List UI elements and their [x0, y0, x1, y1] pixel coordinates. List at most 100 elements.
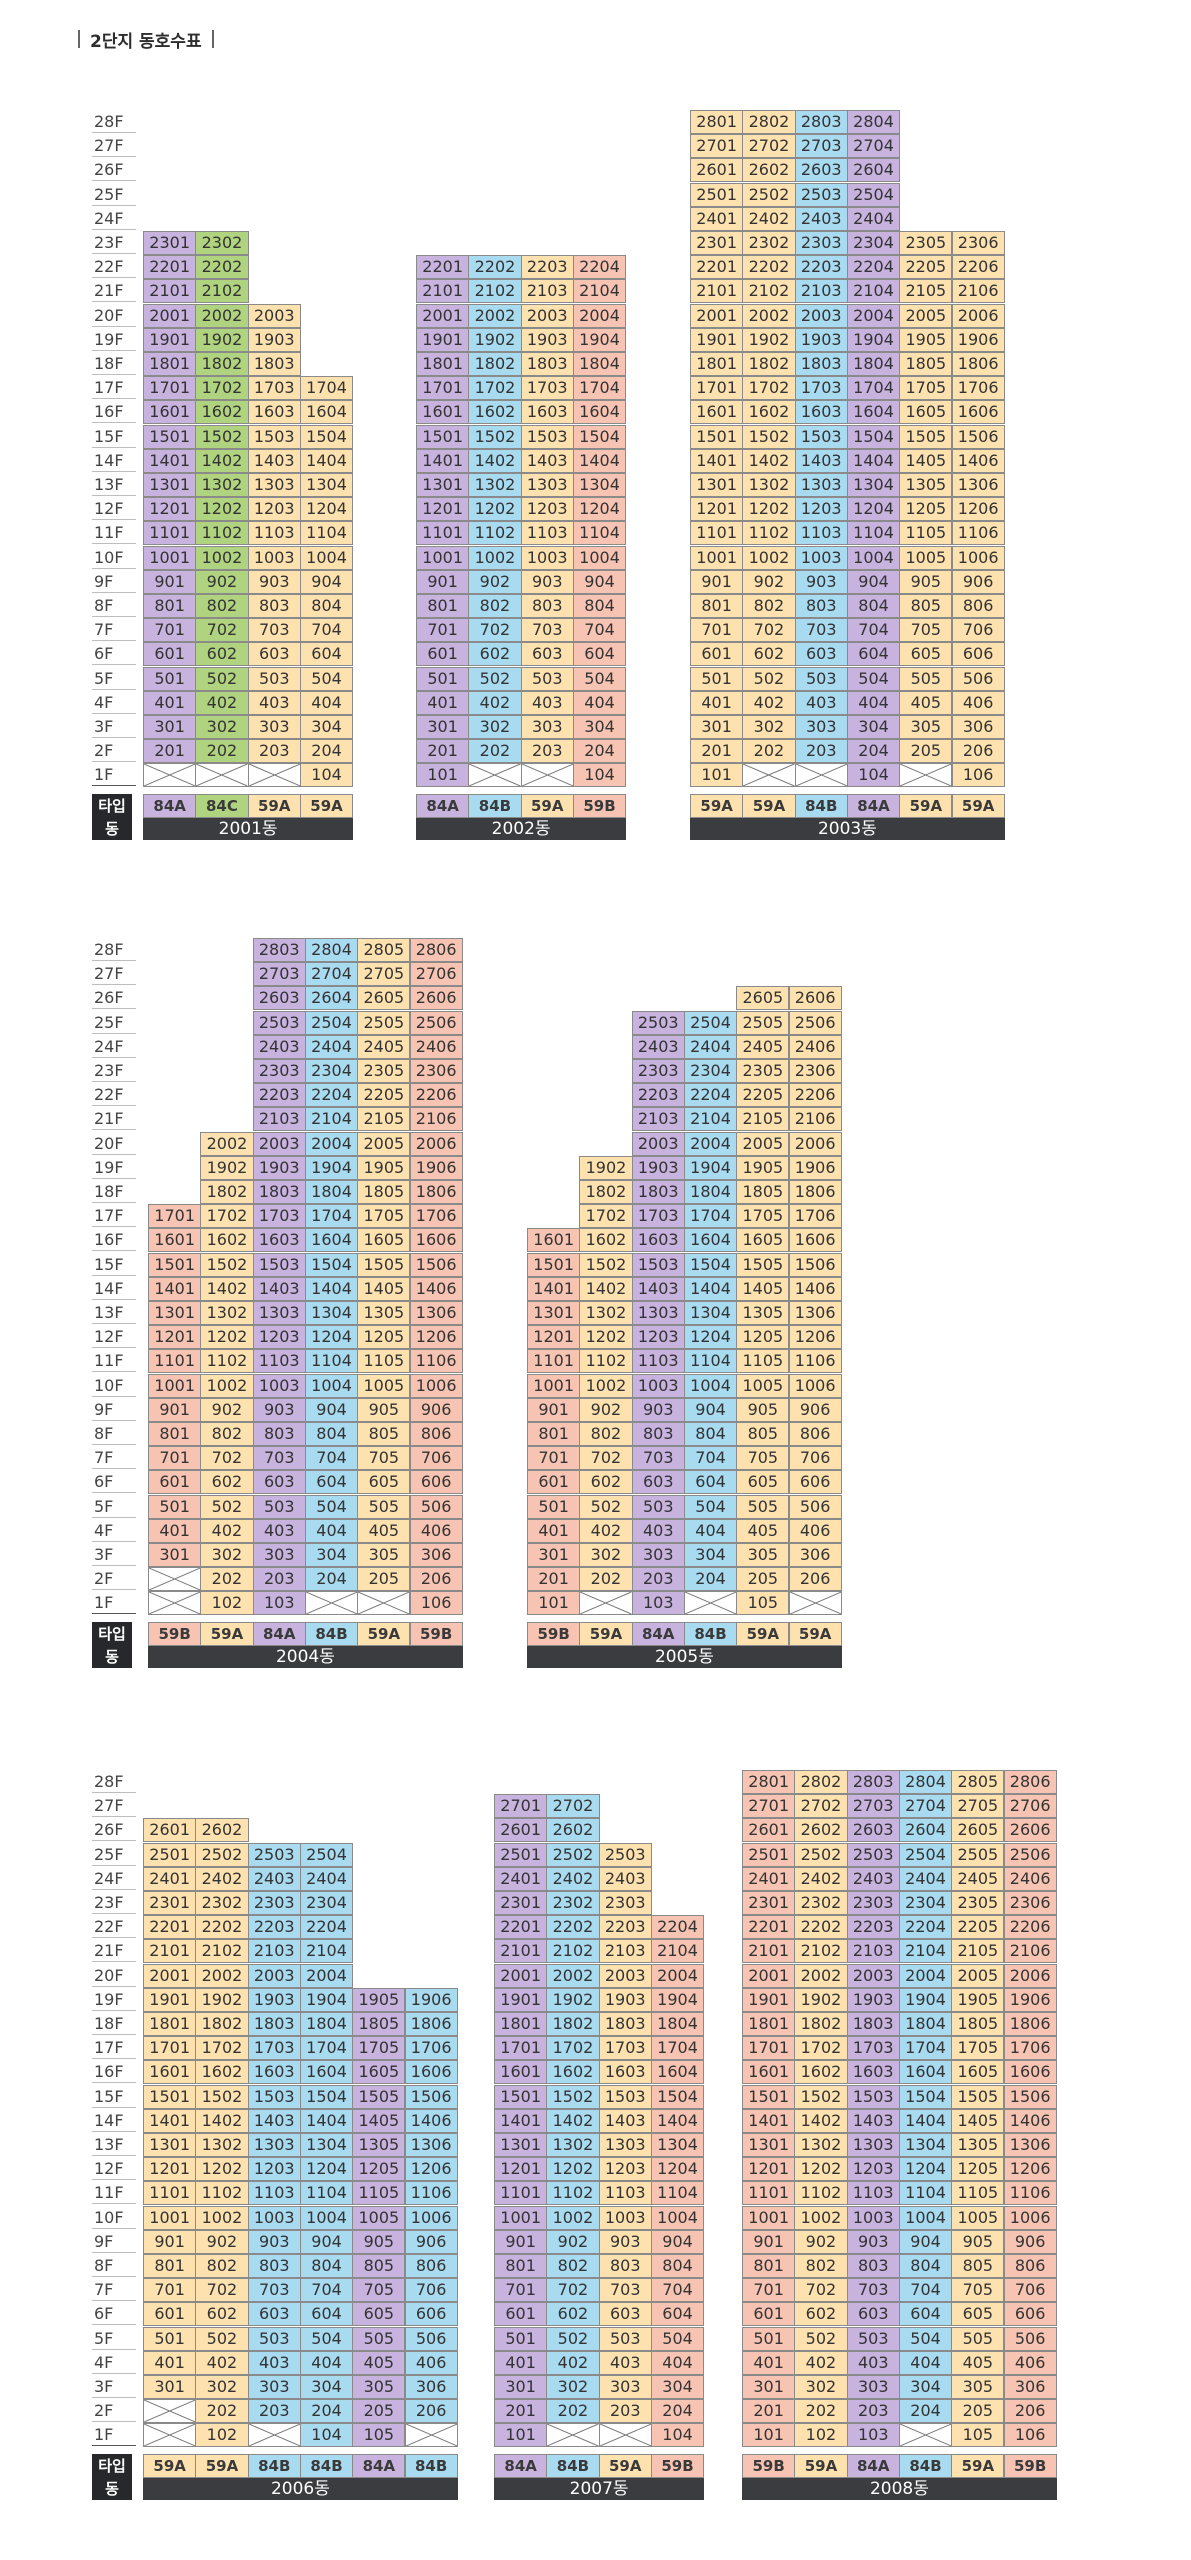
unit-cell: 1506	[788, 1252, 842, 1277]
unit-cell: 703	[520, 618, 574, 643]
unit-cell: 806	[1003, 2254, 1057, 2278]
unit-cell: 803	[247, 2254, 301, 2278]
unit-cell: 1706	[409, 1204, 463, 1229]
cross-mark-icon	[521, 764, 573, 787]
unit-cell: 1604	[572, 400, 627, 425]
unit-cell: 903	[247, 569, 301, 594]
floor-label: 26F	[92, 1819, 136, 1842]
unit-cell: 2301	[742, 1891, 796, 1915]
unit-cell: 1504	[299, 424, 354, 449]
unit-cell: 1803	[794, 352, 848, 376]
unit-cell: 2704	[898, 1794, 953, 1819]
unit-cell: 901	[690, 569, 744, 594]
unit-cell: 2303	[631, 1059, 685, 1083]
unit-cell: 901	[527, 1397, 581, 1422]
unit-cell: 306	[951, 715, 1005, 739]
unit-cell: 1805	[899, 352, 953, 376]
floor-label: 22F	[92, 1916, 136, 1939]
floor-label: 19F	[92, 1989, 136, 2011]
unit-cell: 1302	[200, 1301, 254, 1325]
unit-cell: 2305	[736, 1059, 790, 1083]
unit-cell: 1301	[148, 1301, 202, 1325]
type-cell: 59A	[690, 793, 744, 818]
unit-cell: 1001	[742, 2205, 796, 2230]
unit-cell: 1401	[416, 448, 470, 473]
unit-cell: 906	[409, 1397, 463, 1422]
unit-cell: 2606	[409, 986, 463, 1011]
unit-cell: 1904	[683, 1155, 738, 1180]
floor-label: 25F	[92, 184, 136, 206]
type-cell: 59B	[742, 2453, 796, 2478]
unit-cell: 1704	[304, 1204, 359, 1229]
cross-mark-icon	[469, 764, 521, 787]
unit-cell: 705	[951, 2278, 1005, 2303]
unit-cell: 601	[143, 642, 197, 667]
unit-cell: 1403	[247, 2108, 301, 2133]
unit-cell: 602	[468, 642, 522, 667]
type-cell: 59A	[899, 793, 953, 818]
unit-cell: 1203	[794, 497, 848, 522]
unit-cell: 405	[357, 1518, 411, 1543]
unit-cell: 2502	[546, 1842, 600, 1867]
unit-cell: 502	[468, 666, 522, 691]
unit-cell: 2503	[247, 1842, 301, 1867]
unit-cell: 402	[468, 690, 522, 715]
unit-cell: 1602	[195, 400, 249, 425]
unit-cell: 1504	[299, 2084, 354, 2109]
unit-cell: 1306	[409, 1301, 463, 1325]
unit-cell: 1403	[247, 448, 301, 473]
unit-cell: 1202	[579, 1325, 633, 1350]
unit-cell: 2305	[357, 1059, 411, 1083]
empty-unit-cell	[468, 763, 522, 788]
unit-cell: 604	[299, 2302, 354, 2327]
unit-cell: 1204	[299, 497, 354, 522]
unit-cell: 501	[742, 2326, 796, 2351]
unit-cell: 1906	[404, 1987, 458, 2012]
cross-mark-icon	[405, 2424, 457, 2447]
unit-cell: 304	[683, 1543, 738, 1567]
unit-cell: 1302	[195, 2133, 249, 2157]
unit-cell: 803	[794, 594, 848, 618]
unit-cell: 203	[846, 2399, 900, 2424]
unit-cell: 406	[404, 2350, 458, 2375]
cross-mark-icon	[899, 2424, 952, 2447]
unit-cell: 1402	[200, 1276, 254, 1301]
floor-label: 17F	[92, 2037, 136, 2060]
empty-unit-cell	[788, 1591, 842, 1616]
unit-cell: 301	[416, 715, 470, 739]
unit-cell: 1503	[598, 2084, 652, 2109]
unit-cell: 402	[195, 690, 249, 715]
unit-cell: 2603	[846, 1818, 900, 1843]
unit-cell: 2503	[794, 182, 848, 207]
floor-label: 13F	[92, 2134, 136, 2156]
unit-cell: 806	[404, 2254, 458, 2278]
cross-mark-icon	[144, 2424, 196, 2447]
unit-cell: 2206	[409, 1083, 463, 1108]
floor-label: 17F	[92, 1205, 136, 1228]
unit-cell: 1602	[468, 400, 522, 425]
unit-cell: 1506	[1003, 2084, 1057, 2109]
floor-label: 23F	[92, 1060, 136, 1082]
unit-cell: 1301	[416, 473, 470, 497]
unit-cell: 1502	[546, 2084, 600, 2109]
unit-cell: 2704	[304, 962, 359, 987]
unit-cell: 905	[357, 1397, 411, 1422]
unit-cell: 605	[357, 1470, 411, 1495]
unit-cell: 405	[951, 2350, 1005, 2375]
dong-label: 동	[92, 817, 132, 840]
unit-cell: 301	[742, 2375, 796, 2399]
unit-cell: 503	[247, 666, 301, 691]
unit-cell: 2804	[846, 110, 901, 134]
unit-cell: 1903	[846, 1987, 900, 2012]
unit-cell: 902	[468, 569, 522, 594]
floor-label: 9F	[92, 1399, 136, 1421]
unit-cell: 2301	[690, 231, 744, 255]
unit-cell: 1501	[494, 2084, 548, 2109]
unit-cell: 1902	[579, 1155, 633, 1180]
unit-cell: 2403	[247, 1866, 301, 1891]
floor-label: 5F	[92, 2328, 136, 2350]
unit-cell: 906	[951, 569, 1005, 594]
unit-cell: 901	[143, 2229, 197, 2254]
unit-cell: 1303	[598, 2133, 652, 2157]
unit-cell: 2402	[195, 1866, 249, 1891]
